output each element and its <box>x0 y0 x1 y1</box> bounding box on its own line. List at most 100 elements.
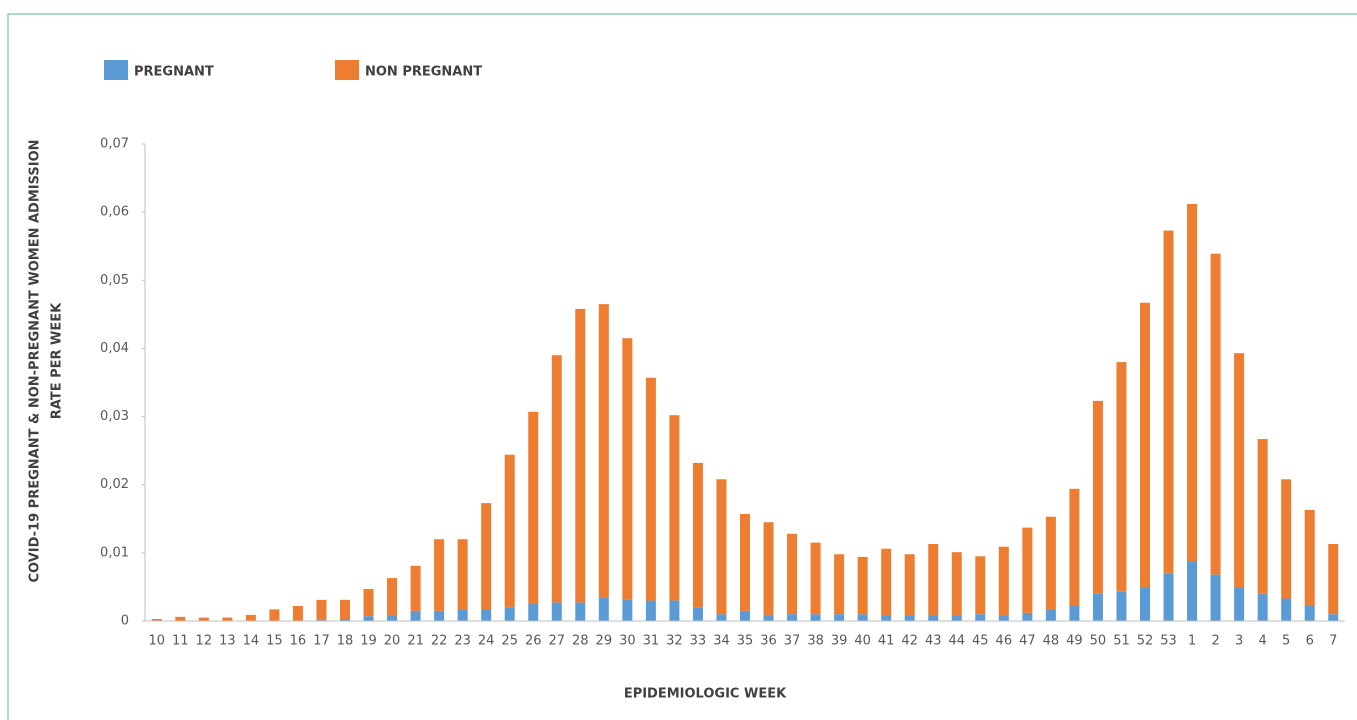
bar-segment <box>575 308 586 603</box>
bar-segment <box>575 602 586 621</box>
x-tick-label: 3 <box>1235 634 1243 649</box>
bar-segment <box>363 616 374 621</box>
bar-segment <box>434 539 445 611</box>
x-tick-label: 19 <box>360 634 377 649</box>
bar-segment <box>1163 573 1174 621</box>
x-tick-label: 14 <box>243 634 260 649</box>
bar-segment <box>692 607 703 621</box>
bar-segment <box>410 610 421 621</box>
x-tick-label: 26 <box>525 634 542 649</box>
bar-segment <box>763 522 774 616</box>
y-tick-label: 0,03 <box>100 409 129 424</box>
bar-segment <box>598 304 609 598</box>
bar-segment <box>763 615 774 621</box>
bar-segment <box>1092 400 1103 594</box>
bar-segment <box>857 556 868 615</box>
x-tick-label: 27 <box>548 634 565 649</box>
bar-segment <box>1140 586 1150 621</box>
bar-segment <box>1069 606 1080 621</box>
y-tick-label: 0,01 <box>100 545 129 560</box>
bar-segment <box>1304 509 1315 607</box>
x-tick-label: 18 <box>337 634 354 649</box>
x-tick-label: 11 <box>172 634 189 649</box>
x-tick-label: 37 <box>784 634 801 649</box>
bar-segment <box>1022 612 1033 621</box>
bar-segment <box>292 606 303 621</box>
bar-segment <box>1045 609 1056 621</box>
bar-segment <box>928 543 939 616</box>
bar-segment <box>1257 593 1268 621</box>
bar-segment <box>881 615 892 621</box>
bar-segment <box>951 615 962 621</box>
bar-segment <box>269 609 280 621</box>
x-tick-label: 6 <box>1306 634 1314 649</box>
bar-segment <box>740 514 750 611</box>
bar-segment <box>434 610 445 621</box>
bar-segment <box>1116 591 1127 621</box>
x-tick-label: 32 <box>666 634 683 649</box>
x-axis-title: EPIDEMIOLOGIC WEEK <box>624 687 787 702</box>
bar-segment <box>716 479 727 615</box>
legend-label: NON PREGNANT <box>365 65 482 80</box>
bar-segment <box>975 614 986 621</box>
bar-segment <box>787 614 798 621</box>
y-tick-label: 0,05 <box>100 273 129 288</box>
bar-segment <box>810 542 821 615</box>
bar-segment <box>928 615 939 621</box>
bar-segment <box>551 355 562 603</box>
x-tick-label: 4 <box>1259 634 1267 649</box>
x-tick-label: 38 <box>807 634 824 649</box>
x-tick-label: 52 <box>1137 634 1154 649</box>
x-tick-label: 47 <box>1019 634 1036 649</box>
bar-segment <box>716 614 727 621</box>
bar-segment <box>1163 230 1174 574</box>
bar-segment <box>387 615 398 621</box>
bar-segment <box>198 617 209 621</box>
x-tick-label: 53 <box>1160 634 1177 649</box>
y-axis-title: RATE PER WEEK <box>50 302 65 419</box>
bar-segment <box>340 599 350 619</box>
y-tick-label: 0,06 <box>100 205 129 220</box>
bar-segment <box>857 614 868 621</box>
bar-segment <box>1210 253 1221 575</box>
bar-segment <box>528 603 539 621</box>
x-tick-label: 23 <box>454 634 471 649</box>
bar-segment <box>175 616 186 621</box>
bar-segment <box>834 614 845 621</box>
x-tick-label: 10 <box>148 634 165 649</box>
bar-segment <box>1045 516 1056 610</box>
bar-segment <box>1140 302 1150 587</box>
x-tick-label: 48 <box>1043 634 1060 649</box>
x-tick-label: 30 <box>619 634 636 649</box>
y-tick-label: 0,02 <box>100 477 129 492</box>
legend-swatch <box>104 60 128 80</box>
bar-segment <box>669 600 680 621</box>
x-tick-label: 7 <box>1329 634 1337 649</box>
x-tick-label: 5 <box>1282 634 1290 649</box>
x-tick-label: 36 <box>760 634 777 649</box>
frame <box>7 13 1357 720</box>
bar-segment <box>740 610 750 621</box>
bar-segment <box>951 552 962 616</box>
bar-segment <box>457 609 468 621</box>
bar-segment <box>998 615 1009 621</box>
bar-segment <box>387 578 398 616</box>
x-tick-label: 49 <box>1066 634 1083 649</box>
x-tick-label: 39 <box>831 634 848 649</box>
x-tick-label: 34 <box>713 634 730 649</box>
x-tick-label: 13 <box>219 634 236 649</box>
bar-segment <box>1022 527 1033 613</box>
bar-segment <box>645 377 656 601</box>
bar-segment <box>457 539 468 610</box>
x-tick-label: 22 <box>431 634 448 649</box>
bar-segment <box>245 614 256 621</box>
bar-segment <box>1304 606 1315 621</box>
bar-segment <box>1281 598 1292 621</box>
x-tick-label: 1 <box>1188 634 1196 649</box>
bar-segment <box>1257 439 1268 594</box>
x-tick-label: 40 <box>854 634 871 649</box>
bar-segment <box>622 338 633 600</box>
bar-segment <box>551 602 562 621</box>
bar-segment <box>881 548 892 616</box>
bar-segment <box>1116 362 1127 592</box>
